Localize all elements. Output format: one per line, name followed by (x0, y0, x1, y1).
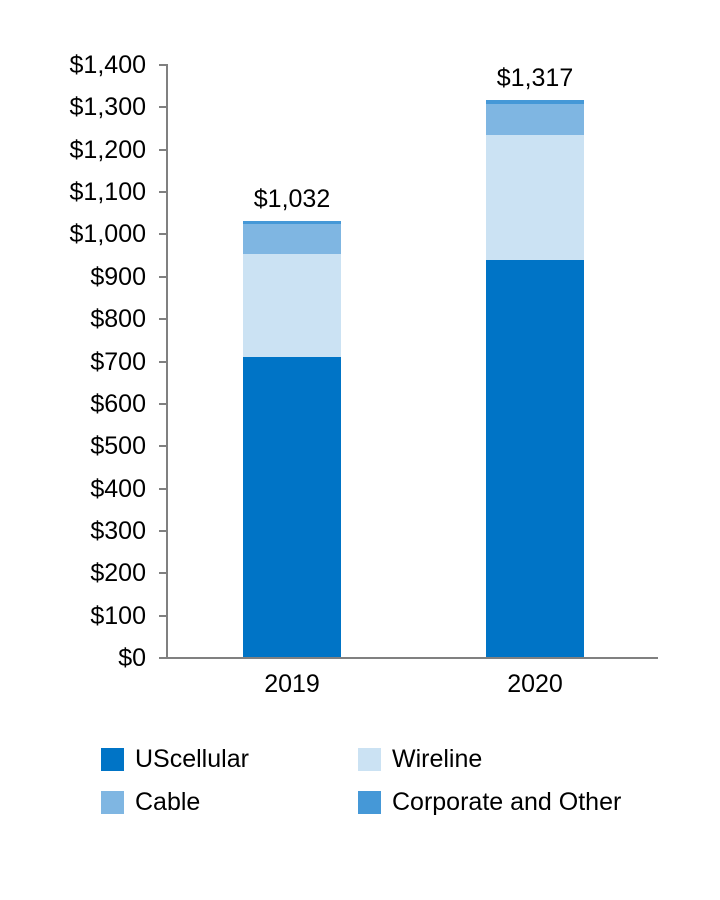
bar-segment-wireline-2020 (486, 135, 584, 261)
y-tick-label: $700 (90, 347, 146, 376)
y-tick-label: $300 (90, 516, 146, 545)
value-label-2020: $1,317 (496, 64, 574, 93)
y-tick-label: $800 (90, 305, 146, 334)
y-tick-mark (159, 148, 167, 151)
y-tick-label: $600 (90, 389, 146, 418)
y-tick-label: $1,000 (69, 220, 146, 249)
y-tick-mark (159, 64, 167, 66)
legend-label: Corporate and Other (392, 788, 622, 816)
y-tick-mark (159, 360, 167, 363)
legend-item-uscellular: UScellular (101, 745, 249, 773)
y-tick-label: $900 (90, 262, 146, 291)
bar-segment-corporate-and-other-2020 (486, 100, 584, 104)
legend-swatch-cable (101, 791, 124, 814)
bar-segment-uscellular-2020 (486, 260, 584, 658)
legend-label: UScellular (135, 745, 249, 773)
y-tick-mark (159, 318, 167, 321)
bar-segment-cable-2020 (486, 103, 584, 136)
legend-item-cable: Cable (101, 788, 201, 816)
y-tick-mark (159, 275, 167, 278)
legend-label: Cable (135, 788, 201, 816)
y-tick-mark (159, 191, 167, 194)
y-tick-label: $500 (90, 432, 146, 461)
x-axis-line (166, 657, 658, 659)
y-axis-line (166, 64, 168, 659)
y-tick-label: $200 (90, 559, 146, 588)
y-tick-label: $100 (90, 601, 146, 630)
y-tick-label: $0 (118, 644, 146, 672)
y-tick-mark (159, 233, 167, 236)
x-label-2019: 2019 (264, 670, 320, 698)
y-tick-label: $1,100 (69, 178, 146, 207)
x-label-2020: 2020 (507, 670, 563, 698)
legend-swatch-corporate-and-other (358, 791, 381, 814)
y-tick-mark (159, 487, 167, 490)
y-tick-mark (159, 445, 167, 448)
legend-label: Wireline (392, 745, 483, 773)
y-tick-label: $1,300 (69, 93, 146, 122)
legend-item-corporate-and-other: Corporate and Other (358, 788, 622, 816)
y-tick-label: $400 (90, 474, 146, 503)
bar-segment-corporate-and-other-2019 (243, 220, 341, 225)
legend-item-wireline: Wireline (358, 745, 483, 773)
y-tick-mark (159, 106, 167, 109)
y-tick-mark (159, 657, 167, 659)
y-tick-mark (159, 572, 167, 575)
legend-swatch-uscellular (101, 748, 124, 771)
bar-segment-wireline-2019 (243, 253, 341, 358)
legend-swatch-wireline (358, 748, 381, 771)
bar-segment-uscellular-2019 (243, 357, 341, 658)
y-tick-label: $1,200 (69, 135, 146, 164)
y-tick-mark (159, 614, 167, 617)
y-tick-mark (159, 529, 167, 532)
y-tick-label: $1,400 (69, 51, 146, 79)
bar-segment-cable-2019 (243, 224, 341, 254)
y-tick-mark (159, 402, 167, 405)
value-label-2019: $1,032 (253, 184, 331, 213)
